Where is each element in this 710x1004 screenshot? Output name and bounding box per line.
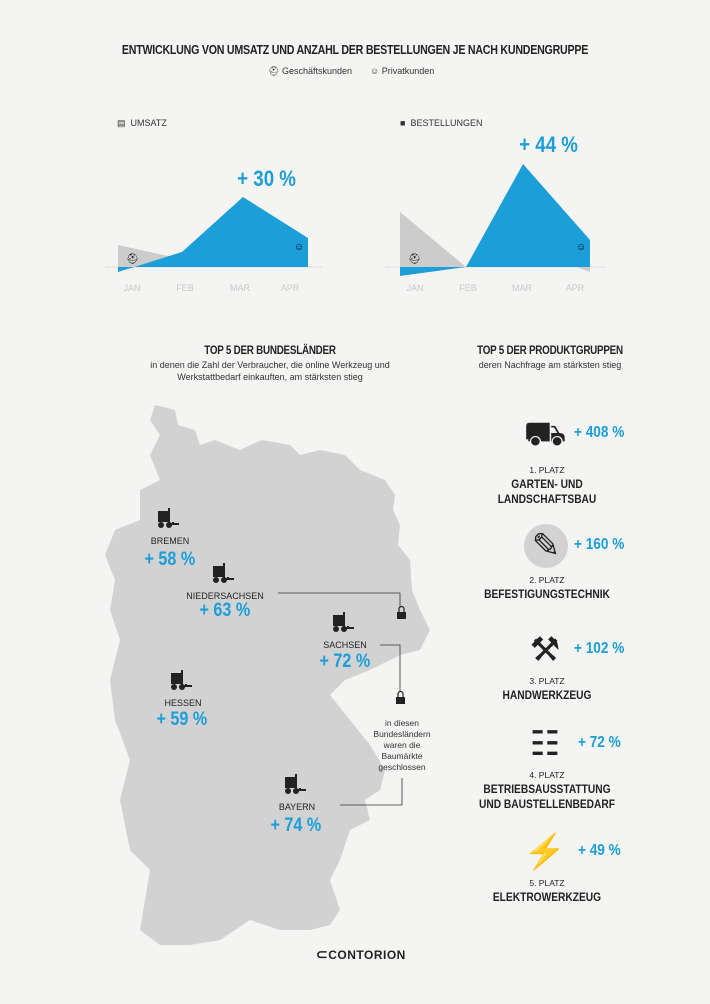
x-tick-label: JAN xyxy=(406,283,423,293)
product-value: + 49 % xyxy=(578,842,621,859)
face-icon: ☺ xyxy=(294,242,304,253)
germany-shape xyxy=(105,405,430,945)
product-name: ELEKTROWERKZEUG xyxy=(492,890,602,904)
product-name: HANDWERKZEUG xyxy=(502,688,592,702)
product-value: + 102 % xyxy=(574,640,625,657)
x-tick-label: MAR xyxy=(230,283,251,293)
forklift-icon xyxy=(158,508,179,528)
wheelbarrow-icon: ⛟ xyxy=(523,415,567,453)
x-tick-label: MAR xyxy=(512,283,533,293)
helmet-icon: ⛑ xyxy=(408,253,421,265)
chart-title-umsatz: ▤ UMSATZ xyxy=(117,118,167,128)
states-subtitle: in denen die Zahl der Verbraucher, die o… xyxy=(150,360,390,382)
area-series-privatkunden xyxy=(118,197,308,272)
x-tick-label: APR xyxy=(281,283,300,293)
area-series-privatkunden xyxy=(400,164,590,276)
state-value: + 63 % xyxy=(199,600,251,621)
state-name: NIEDERSACHSEN xyxy=(186,591,264,601)
legend-business: ⛑ Geschäftskunden xyxy=(268,66,352,76)
product-name: GARTEN- UND LANDSCHAFTSBAU xyxy=(497,477,597,506)
products-subtitle: deren Nachfrage am stärksten stieg xyxy=(478,360,622,370)
coins-icon: ▤ xyxy=(117,118,126,128)
x-tick-label: FEB xyxy=(459,283,477,293)
face-icon: ☺ xyxy=(370,66,380,76)
box-icon: ■ xyxy=(400,118,406,128)
connector-line xyxy=(278,592,401,608)
closure-note: in diesen Bundesländern waren die Baumärkte… xyxy=(373,718,431,772)
product-rank: 5. PLATZ xyxy=(529,878,565,888)
product-rank: 4. PLATZ xyxy=(529,770,565,780)
drill-icon: ⚡ xyxy=(523,833,567,871)
state-value: + 59 % xyxy=(156,709,208,730)
hammer-wrench-icon: ⚒ xyxy=(529,631,561,669)
forklift-icon xyxy=(285,774,306,794)
product-rank: 2. PLATZ xyxy=(529,575,565,585)
state-name: BAYERN xyxy=(278,802,316,812)
state-value: + 58 % xyxy=(144,549,196,570)
chart-title-bestellungen: ■ BESTELLUNGEN xyxy=(400,118,483,128)
forklift-icon xyxy=(213,563,234,583)
umsatz-annotation: + 30 % xyxy=(237,166,296,191)
product-rank: 1. PLATZ xyxy=(529,465,565,475)
state-name: HESSEN xyxy=(164,698,202,708)
forklift-icon xyxy=(333,612,354,632)
contorion-logo: ⊂CONTORION xyxy=(316,946,406,962)
state-value: + 72 % xyxy=(319,651,371,672)
products-title: TOP 5 DER PRODUKTGRUPPEN xyxy=(477,343,623,357)
state-name: BREMEN xyxy=(150,536,190,546)
x-tick-label: FEB xyxy=(176,283,194,293)
helmet-icon: ⛑ xyxy=(268,66,280,76)
product-rank: 3. PLATZ xyxy=(529,676,565,686)
product-name: BEFESTIGUNGSTECHNIK xyxy=(484,587,610,601)
ladder-icon: ☷ xyxy=(529,725,561,763)
state-name: SACHSEN xyxy=(323,640,367,650)
main-title: ENTWICKLUNG VON UMSATZ UND ANZAHL DER BE… xyxy=(121,42,589,57)
face-icon: ☺ xyxy=(576,242,586,253)
product-name: BETRIEBSAUSSTATTUNG UND BAUSTELLENBEDARF xyxy=(479,782,615,811)
area-charts: JAN FEB MAR APR ⛑ ☺ JAN FEB MAR APR ⛑ ☺ xyxy=(105,164,605,293)
product-value: + 160 % xyxy=(574,536,625,553)
screw-icon: ✎ xyxy=(524,524,568,568)
x-tick-label: APR xyxy=(566,283,585,293)
product-value: + 72 % xyxy=(578,734,621,751)
bestellungen-annotation: + 44 % xyxy=(519,132,578,157)
helmet-icon: ⛑ xyxy=(126,253,139,265)
forklift-icon xyxy=(171,670,192,690)
connector-line xyxy=(340,778,403,806)
x-tick-label: JAN xyxy=(123,283,140,293)
legend-private: ☺ Privatkunden xyxy=(370,66,435,76)
lock-icon xyxy=(396,690,405,704)
state-value: + 74 % xyxy=(270,815,322,836)
lock-icon xyxy=(397,605,406,619)
product-value: + 408 % xyxy=(574,424,625,441)
connector-line xyxy=(380,644,401,692)
states-title: TOP 5 DER BUNDESLÄNDER xyxy=(204,343,336,357)
